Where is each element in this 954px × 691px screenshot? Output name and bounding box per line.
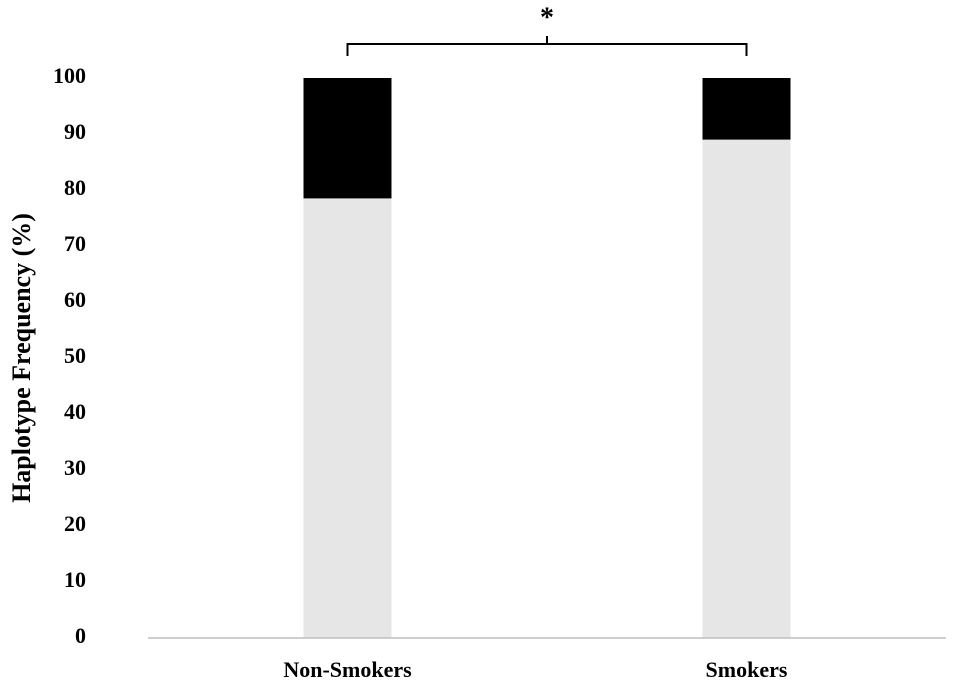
y-tick-label: 10 [64,567,86,592]
x-tick-label: Non-Smokers [283,657,412,682]
y-tick-label: 70 [64,231,86,256]
y-axis-label: Haplotype Frequency (%) [7,213,36,503]
bar-segment [303,78,392,199]
significance-marker: * [540,2,554,33]
y-tick-label: 90 [64,119,86,144]
y-tick-label: 40 [64,399,86,424]
x-tick-label: Smokers [706,657,788,682]
y-tick-label: 30 [64,455,86,480]
bar-segment [702,78,791,140]
y-tick-label: 0 [75,623,86,648]
y-tick-label: 50 [64,343,86,368]
y-tick-label: 20 [64,511,86,536]
y-tick-label: 100 [53,63,86,88]
bar-segment [303,198,392,638]
y-tick-label: 80 [64,175,86,200]
bar-segment [702,139,791,638]
significance-bracket [346,36,748,56]
y-tick-label: 60 [64,287,86,312]
